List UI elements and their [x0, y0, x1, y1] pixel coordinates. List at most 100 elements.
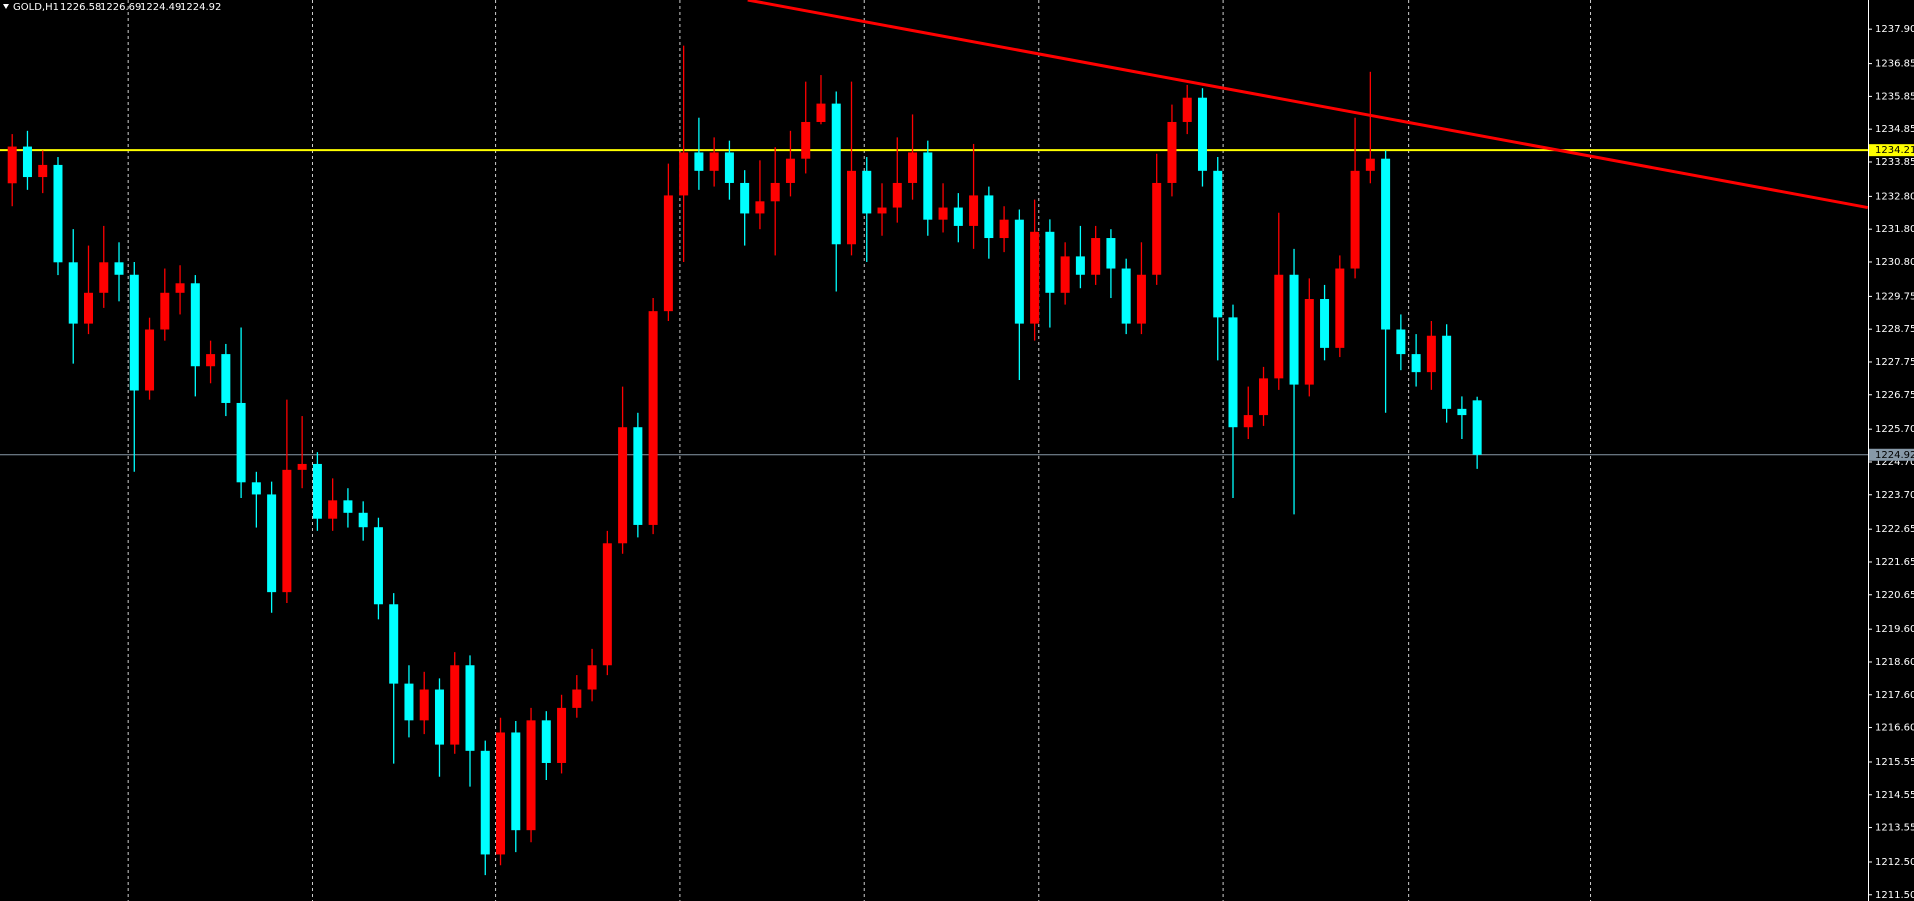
- candle-body: [572, 689, 582, 708]
- candle-body: [801, 121, 811, 159]
- candle-body: [221, 354, 231, 403]
- y-tick-label: 1232.80: [1875, 191, 1914, 202]
- y-tick-label: 1214.55: [1875, 790, 1914, 801]
- candle-body: [1335, 268, 1345, 348]
- y-tick-label: 1213.55: [1875, 823, 1914, 834]
- candle-body: [663, 195, 673, 312]
- candle-body: [84, 292, 93, 324]
- candle-body: [816, 103, 826, 122]
- candle-body: [648, 311, 658, 525]
- candle-body: [1381, 158, 1391, 330]
- y-tick-label: 1231.80: [1875, 224, 1914, 235]
- y-tick-label: 1218.60: [1875, 657, 1914, 668]
- y-tick-label: 1235.85: [1875, 91, 1914, 102]
- y-tick-label: 1222.65: [1875, 524, 1914, 535]
- candle-body: [206, 354, 216, 367]
- y-tick-label: 1224.70: [1875, 457, 1914, 468]
- price-box: [1869, 448, 1914, 461]
- candle-body: [1182, 97, 1192, 122]
- candle-body: [145, 329, 155, 391]
- trendline-layer: [747, 0, 1869, 210]
- candle-body: [862, 170, 872, 214]
- candle-body: [297, 463, 307, 470]
- candle-body: [1213, 170, 1223, 318]
- candle-body: [1442, 335, 1452, 409]
- y-tick-label: 1228.75: [1875, 324, 1914, 335]
- menu-arrow[interactable]: [3, 4, 9, 9]
- candle-body: [496, 732, 506, 855]
- candle-body: [618, 427, 628, 544]
- candle-body: [1091, 238, 1101, 275]
- candle-body: [1167, 121, 1177, 183]
- candles: [7, 45, 1482, 876]
- y-tick-label: 1230.80: [1875, 257, 1914, 268]
- candle-body: [267, 494, 277, 593]
- symbol: GOLD,H1: [13, 2, 59, 13]
- candle-body: [755, 201, 765, 214]
- y-tick-label: 1229.75: [1875, 291, 1914, 302]
- y-tick-label: 1220.65: [1875, 590, 1914, 601]
- y-tick-label: 1237.90: [1875, 24, 1914, 35]
- y-tick-label: 1223.70: [1875, 490, 1914, 501]
- candle-body: [1426, 335, 1436, 373]
- header: GOLD,H1 1226.58 1226.69 1224.49 1224.92: [3, 2, 221, 13]
- header-close: 1224.92: [180, 2, 221, 13]
- candle-body: [709, 152, 719, 171]
- candle-body: [404, 683, 414, 721]
- candle-body: [160, 292, 170, 330]
- candle-body: [969, 195, 979, 226]
- candle-body: [1014, 219, 1024, 324]
- candle-body: [419, 689, 429, 721]
- candle-body: [1289, 274, 1299, 385]
- candle-body: [938, 207, 948, 220]
- candle-body: [480, 750, 490, 855]
- candle-body: [526, 720, 536, 831]
- candle-body: [7, 146, 17, 184]
- candle-body: [343, 500, 353, 513]
- candle-body: [450, 665, 460, 745]
- candle-body: [679, 152, 689, 196]
- candle-body: [1457, 408, 1467, 416]
- candle-body: [557, 707, 567, 763]
- candle-body: [1121, 268, 1131, 324]
- candle-body: [1259, 378, 1269, 416]
- candle-body: [389, 604, 399, 684]
- candle-body: [282, 469, 292, 593]
- candle-body: [1136, 274, 1146, 324]
- candle-body: [328, 500, 338, 519]
- candle-body: [1243, 415, 1253, 428]
- candle-body: [1075, 256, 1085, 275]
- y-tick-label: 1226.75: [1875, 390, 1914, 401]
- candle-body: [1365, 158, 1375, 171]
- candle-body: [22, 146, 32, 178]
- header-high: 1226.69: [100, 2, 141, 13]
- candle-body: [1106, 238, 1116, 269]
- candle-body: [175, 283, 185, 293]
- candle-body: [999, 219, 1009, 239]
- candle-body: [251, 482, 261, 495]
- candle-body: [53, 164, 63, 263]
- price-axis: 1237.90 1236.85 1235.85 1234.85 1233.85 1232.…: [1868, 0, 1914, 901]
- y-tick-label: 1233.85: [1875, 157, 1914, 168]
- candle-body: [1320, 299, 1330, 348]
- candle-body: [68, 262, 78, 324]
- candle-body: [1304, 299, 1314, 385]
- candle-body: [1411, 354, 1421, 373]
- candle-body: [465, 665, 475, 751]
- y-tick-label: 1236.85: [1875, 59, 1914, 70]
- candle-body: [953, 207, 963, 226]
- candle-body: [847, 170, 856, 245]
- y-tick-label: 1234.85: [1875, 124, 1914, 135]
- y-tick-label: 1219.60: [1875, 624, 1914, 635]
- candle-body: [892, 182, 902, 208]
- candle-body: [1350, 170, 1360, 269]
- candle-body: [1274, 274, 1284, 379]
- candle-body: [740, 182, 750, 214]
- candle-body: [785, 158, 795, 183]
- candle-body: [358, 512, 368, 528]
- candle-body: [511, 732, 521, 831]
- candle-body: [38, 164, 48, 178]
- y-tick-label: 1211.50: [1875, 890, 1914, 901]
- candle-body: [908, 152, 918, 183]
